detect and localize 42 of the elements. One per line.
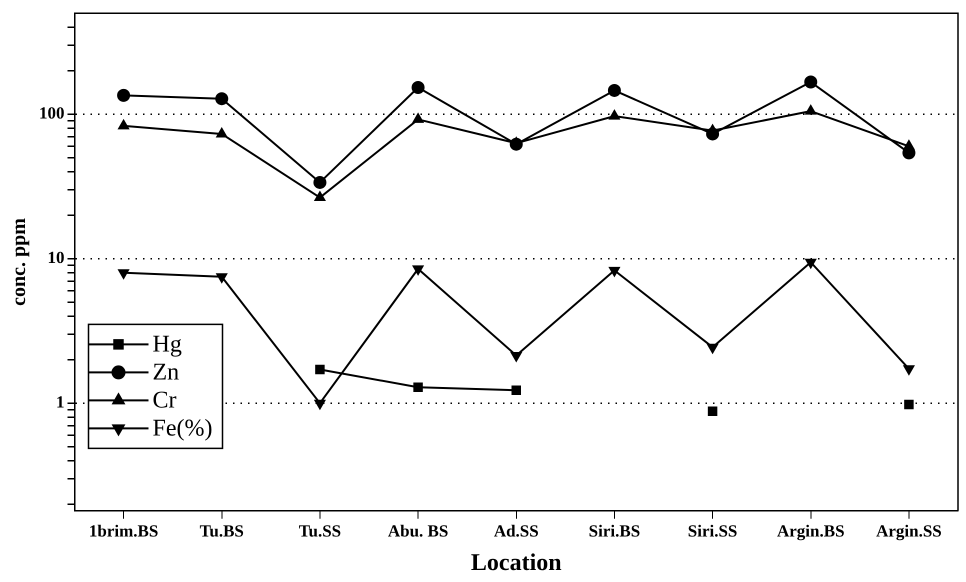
point (608, 266, 620, 277)
x-tick-label: Argin.SS (876, 521, 942, 540)
x-tick-label: Ad.SS (494, 521, 539, 540)
point (314, 191, 326, 202)
point (314, 400, 326, 410)
y-tick-label: 1 (56, 392, 64, 412)
x-tick-label: 1brim.BS (88, 521, 158, 540)
point (313, 176, 326, 189)
point (903, 365, 915, 376)
point (510, 352, 522, 362)
point (804, 76, 818, 89)
legend-label: Zn (152, 360, 180, 386)
x-tick-label: Siri.BS (588, 521, 640, 540)
point (412, 81, 425, 94)
legend-label: Hg (152, 332, 182, 358)
point (315, 364, 325, 374)
x-tick-label: Siri.SS (688, 521, 738, 540)
y-tick-label: 100 (39, 104, 64, 123)
point (412, 112, 424, 123)
point (903, 140, 915, 150)
point (904, 400, 914, 410)
x-tick-label: Abu. BS (388, 521, 448, 540)
point (118, 119, 130, 130)
x-tick-label: Argin.BS (776, 521, 845, 540)
point (805, 258, 816, 269)
legend-label: Cr (152, 388, 177, 414)
y-tick-label: 10 (48, 248, 64, 268)
point (805, 104, 816, 115)
point (608, 84, 621, 97)
point (412, 265, 424, 276)
point (216, 127, 228, 138)
point (118, 269, 130, 280)
x-axis-title: Location (470, 550, 562, 576)
point (706, 344, 718, 354)
point (216, 273, 228, 284)
x-tick-label: Tu.BS (200, 521, 244, 540)
y-axis-title: conc. ppm (8, 218, 30, 306)
point (215, 92, 228, 106)
x-tick-label: Tu.SS (298, 521, 342, 540)
legend-label: Fe(%) (152, 416, 212, 442)
point (117, 88, 130, 102)
point (608, 110, 620, 120)
